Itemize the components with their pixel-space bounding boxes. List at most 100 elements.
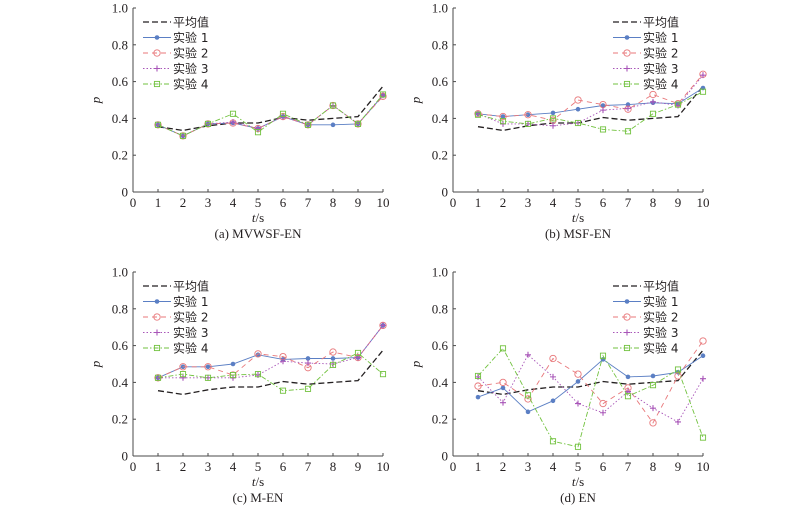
x-tick-label: 2 xyxy=(500,195,507,210)
data-point xyxy=(475,394,481,400)
x-tick-label: 5 xyxy=(255,195,262,210)
x-axis-label: t/s xyxy=(252,474,264,489)
data-point xyxy=(650,373,656,379)
legend-label: 平均值 xyxy=(173,279,209,294)
x-tick-label: 9 xyxy=(675,195,682,210)
legend-label: 实验 4 xyxy=(173,77,208,92)
legend-swatch-marker xyxy=(624,65,630,72)
panel-caption: (c) M-EN xyxy=(233,490,285,505)
x-tick-label: 5 xyxy=(575,195,582,210)
data-point xyxy=(524,395,532,403)
data-point xyxy=(599,352,607,359)
legend-swatch-marker xyxy=(154,65,160,72)
y-tick-label: 1.0 xyxy=(432,265,448,280)
data-point xyxy=(550,110,556,116)
y-tick-label: 0.4 xyxy=(112,375,129,390)
data-point xyxy=(180,132,186,139)
x-tick-label: 4 xyxy=(550,195,557,210)
data-point xyxy=(699,88,707,95)
series-line xyxy=(157,352,384,392)
legend-swatch-marker xyxy=(153,344,161,352)
data-point xyxy=(474,372,482,380)
data-point xyxy=(625,374,631,380)
data-point xyxy=(330,122,336,128)
data-point xyxy=(474,111,482,118)
data-point xyxy=(499,118,507,125)
data-point xyxy=(304,121,312,129)
data-point xyxy=(649,90,657,99)
x-tick-label: 8 xyxy=(650,459,657,474)
y-tick-label: 0.8 xyxy=(432,37,448,52)
x-tick-label: 5 xyxy=(575,459,582,474)
data-point xyxy=(354,120,362,127)
data-point xyxy=(525,351,531,358)
panel-b: 0 1 2 3 4 5 6 7 8 9 10 0 0.2 0.4 0.6 0.8 1.0 p t/s(b) MSF-… xyxy=(408,1,710,242)
data-point xyxy=(354,349,362,357)
legend-swatch-marker xyxy=(154,35,160,40)
y-tick-label: 0.8 xyxy=(432,301,448,316)
data-point xyxy=(600,409,606,416)
data-point xyxy=(574,370,582,378)
data-point xyxy=(204,120,212,128)
y-tick-label: 0.8 xyxy=(112,37,128,52)
data-point xyxy=(549,354,557,363)
data-point xyxy=(574,119,582,127)
data-point xyxy=(649,110,657,117)
x-tick-label: 0 xyxy=(130,459,137,474)
data-point xyxy=(230,119,236,126)
legend-label: 平均值 xyxy=(643,279,679,294)
legend-swatch-marker xyxy=(623,49,631,57)
panel-a: 0 1 2 3 4 5 6 7 8 9 10 0 0.2 0.4 0.6 0.8 1.0 p t/s(a) MVWS… xyxy=(88,1,390,242)
data-point xyxy=(279,387,287,394)
data-point xyxy=(649,419,657,427)
series-0 xyxy=(157,349,384,396)
x-tick-label: 7 xyxy=(305,459,312,474)
legend-swatch-marker xyxy=(623,80,631,88)
panel-d: 0 1 2 3 4 5 6 7 8 9 10 0 0.2 0.4 0.6 0.8 1.0 p t/s(d) EN 平均… xyxy=(408,265,710,506)
data-point xyxy=(304,121,312,128)
data-point xyxy=(499,112,507,121)
legend-label: 实验 4 xyxy=(643,77,678,92)
x-tick-label: 3 xyxy=(525,459,532,474)
panel-caption: (d) EN xyxy=(560,490,596,505)
data-point xyxy=(304,385,312,392)
y-tick-label: 0.4 xyxy=(432,111,449,126)
series-line xyxy=(477,91,704,132)
x-tick-label: 8 xyxy=(650,195,657,210)
data-point xyxy=(500,399,506,406)
data-point xyxy=(624,393,632,400)
x-tick-label: 0 xyxy=(450,195,457,210)
data-point xyxy=(599,399,607,408)
x-tick-label: 10 xyxy=(377,195,390,210)
legend-label: 实验 2 xyxy=(643,310,678,325)
x-tick-label: 9 xyxy=(675,459,682,474)
legend-label: 实验 4 xyxy=(643,341,678,356)
data-point xyxy=(574,443,582,450)
x-tick-label: 9 xyxy=(355,195,362,210)
x-tick-label: 7 xyxy=(625,195,632,210)
legend-label: 实验 2 xyxy=(173,46,208,61)
y-tick-label: 1.0 xyxy=(112,265,128,280)
y-tick-label: 0.8 xyxy=(112,301,128,316)
data-point xyxy=(524,111,532,119)
data-point xyxy=(549,438,557,445)
data-point xyxy=(154,121,162,129)
data-point xyxy=(279,110,287,117)
data-point xyxy=(179,371,187,378)
x-tick-label: 10 xyxy=(377,459,390,474)
data-point xyxy=(254,371,262,378)
data-point xyxy=(329,102,337,109)
x-tick-label: 3 xyxy=(205,459,212,474)
data-point xyxy=(524,392,532,399)
x-tick-label: 2 xyxy=(500,459,507,474)
x-tick-label: 2 xyxy=(180,195,187,210)
legend-swatch-marker xyxy=(623,313,631,321)
legend-label: 实验 2 xyxy=(173,310,208,325)
data-point xyxy=(354,353,362,362)
x-axis-label-var: t xyxy=(572,210,576,225)
series-line xyxy=(477,340,704,424)
panel-c: 0 1 2 3 4 5 6 7 8 9 10 0 0.2 0.4 0.6 0.8 1.0 p t/s(c) M-EN… xyxy=(88,265,390,506)
x-axis-label-unit: /s xyxy=(575,474,584,489)
